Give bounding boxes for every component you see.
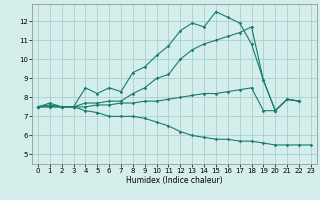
- X-axis label: Humidex (Indice chaleur): Humidex (Indice chaleur): [126, 176, 223, 185]
